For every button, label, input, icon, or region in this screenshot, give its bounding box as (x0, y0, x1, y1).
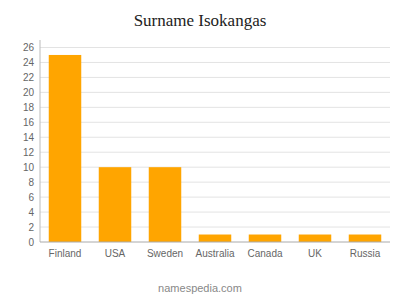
x-tick-label: Canada (247, 248, 282, 259)
y-tick-label: 14 (23, 132, 35, 143)
x-axis-line (40, 242, 390, 243)
y-tick-label: 2 (28, 222, 34, 233)
x-tick-label: Australia (196, 248, 235, 259)
grid-line (40, 182, 390, 183)
bar (149, 167, 182, 242)
y-tick-label: 26 (23, 42, 35, 53)
grid-line (40, 122, 390, 123)
y-axis-line (40, 40, 41, 242)
grid-line (40, 137, 390, 138)
y-tick-label: 8 (28, 177, 34, 188)
bar (349, 235, 382, 242)
grid (40, 47, 390, 227)
grid-line (40, 227, 390, 228)
bar (99, 167, 132, 242)
bar (49, 55, 82, 242)
y-tick-label: 6 (28, 192, 34, 203)
x-tick-label: UK (308, 248, 322, 259)
bars (49, 55, 382, 242)
grid-line (40, 167, 390, 168)
y-tick-label: 4 (28, 207, 34, 218)
y-tick-label: 24 (23, 57, 35, 68)
chart-svg: Surname Isokangas02468101214161820222426… (0, 0, 400, 300)
bar (249, 235, 282, 242)
y-tick-label: 22 (23, 72, 35, 83)
x-tick-label: Finland (49, 248, 82, 259)
grid-line (40, 92, 390, 93)
x-tick-label: Sweden (147, 248, 183, 259)
y-tick-label: 16 (23, 117, 35, 128)
chart-title: Surname Isokangas (134, 11, 267, 30)
grid-line (40, 212, 390, 213)
x-tick-label: Russia (350, 248, 381, 259)
grid-line (40, 152, 390, 153)
grid-line (40, 197, 390, 198)
chart-container: Surname Isokangas02468101214161820222426… (0, 0, 400, 300)
y-tick-label: 12 (23, 147, 35, 158)
grid-line (40, 107, 390, 108)
bar (199, 235, 232, 242)
grid-line (40, 62, 390, 63)
x-tick-label: USA (105, 248, 126, 259)
y-tick-label: 18 (23, 102, 35, 113)
bar (299, 235, 332, 242)
y-tick-label: 10 (23, 162, 35, 173)
grid-line (40, 47, 390, 48)
footer-annotation: namespedia.com (158, 282, 242, 294)
grid-line (40, 77, 390, 78)
y-tick-label: 20 (23, 87, 35, 98)
y-tick-label: 0 (28, 237, 34, 248)
